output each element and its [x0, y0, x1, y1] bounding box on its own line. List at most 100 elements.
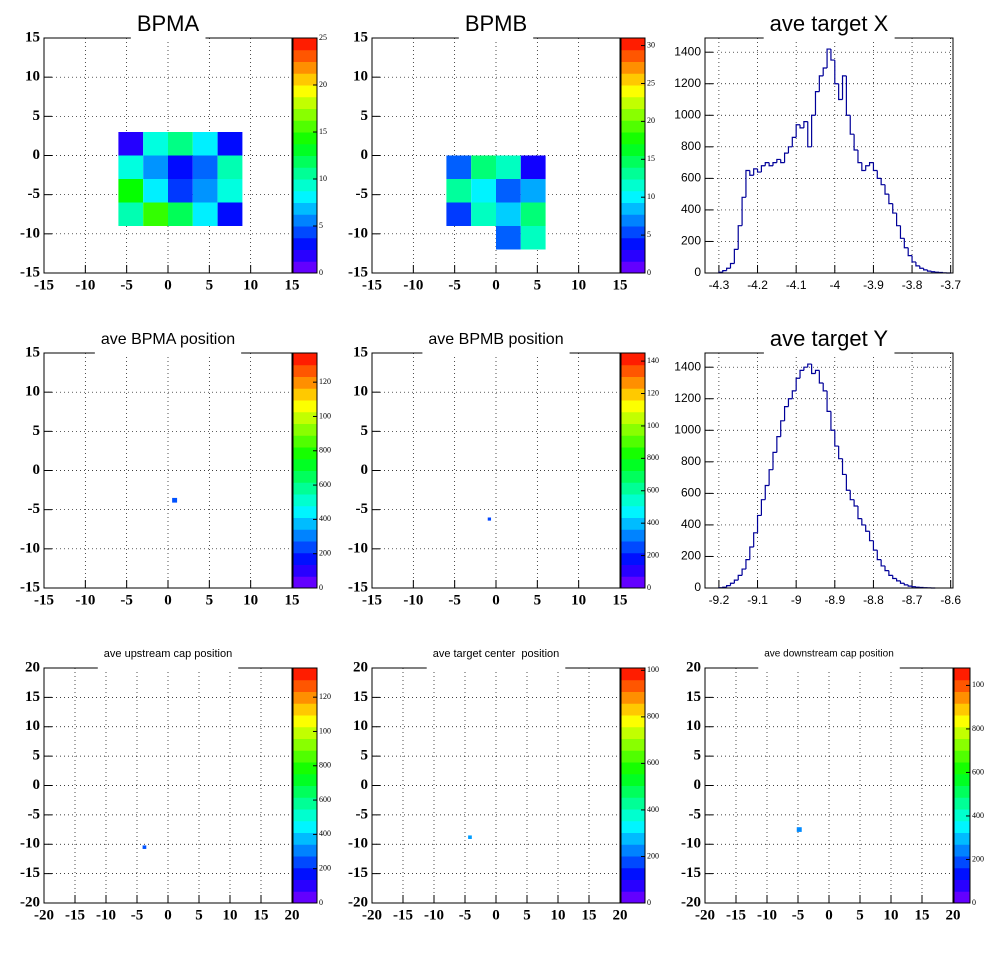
histogram-bin: [849, 115, 855, 135]
y-tick-label: 0: [694, 265, 701, 279]
histogram-bin: [760, 499, 766, 516]
colorbar-band: [293, 364, 317, 377]
colorbar-band: [621, 809, 645, 822]
histogram-bin: [768, 469, 773, 486]
heatmap-cell: [142, 845, 147, 849]
y-tick-label: 1000: [674, 107, 701, 121]
histogram-bin: [741, 568, 746, 576]
colorbar-label: 400: [647, 805, 659, 814]
colorbar-frame: [620, 352, 646, 589]
y-tick-label: 0: [33, 462, 41, 478]
colorbar-band: [621, 61, 645, 74]
colorbar-band: [293, 891, 317, 904]
histogram-bin: [826, 390, 831, 412]
colorbar-band: [954, 891, 970, 904]
colorbar-label: 400: [647, 518, 659, 527]
x-tick-label: 20: [613, 907, 628, 923]
heatmap-cell: [118, 155, 144, 179]
histogram-bin: [803, 120, 808, 128]
histogram-bin: [807, 363, 812, 368]
y-tick-label: -20: [681, 894, 701, 910]
colorbar-band: [293, 809, 317, 822]
y-tick-label: 10: [25, 384, 40, 400]
histogram-bin: [733, 248, 739, 264]
title-box: [763, 36, 895, 40]
heatmap-cell: [168, 202, 193, 226]
x-tick-label: -9.2: [709, 593, 730, 607]
x-tick-label: -5: [131, 907, 144, 923]
heatmap-cell: [520, 202, 546, 226]
colorbar-label: 100: [972, 680, 984, 689]
colorbar-band: [954, 762, 970, 775]
colorbar-band: [621, 85, 645, 98]
x-tick-label: 15: [582, 907, 597, 923]
x-tick-label: 5: [206, 592, 214, 608]
x-tick-label: -15: [393, 907, 413, 923]
histogram-bin: [814, 369, 820, 374]
colorbar-band: [621, 879, 645, 892]
x-tick-label: 15: [285, 277, 300, 293]
histogram-bin: [888, 570, 893, 576]
colorbar-label: 200: [647, 851, 659, 860]
colorbar-label: 0: [319, 583, 323, 592]
colorbar-label: 100: [647, 665, 659, 674]
y-tick-label: -5: [689, 806, 702, 822]
colorbar-band: [293, 715, 317, 728]
histogram-bin: [865, 524, 870, 532]
x-tick-label: -10: [757, 907, 777, 923]
colorbar-band: [293, 73, 317, 86]
colorbar-band: [954, 668, 970, 681]
colorbar-label: 400: [319, 829, 331, 838]
colorbar-band: [621, 867, 645, 880]
histogram-bin: [780, 159, 785, 164]
heatmap-cell: [168, 132, 193, 156]
colorbar-band: [954, 679, 970, 692]
colorbar-band: [293, 820, 317, 833]
colorbar-band: [621, 376, 645, 389]
x-tick-label: -8.6: [940, 593, 961, 607]
colorbar-band: [293, 703, 317, 716]
histogram-bin: [749, 170, 754, 176]
histogram-bin: [799, 124, 804, 129]
colorbar-band: [293, 261, 317, 274]
colorbar-frame: [620, 37, 646, 274]
x-tick-label: -3.9: [863, 278, 884, 292]
x-tick-label: 0: [164, 592, 172, 608]
y-tick-label: 0: [694, 580, 701, 594]
histogram-bin: [865, 165, 870, 171]
x-tick-label: -4.1: [786, 278, 807, 292]
histogram-bin: [749, 546, 754, 560]
colorbar-band: [293, 797, 317, 810]
colorbar-band: [293, 179, 317, 192]
heatmap-cell: [143, 155, 168, 179]
y-tick-label: -15: [348, 579, 368, 595]
y-tick-label: 0: [33, 147, 41, 163]
colorbar-label: 0: [972, 898, 976, 907]
colorbar-label: 30: [647, 40, 655, 49]
colorbar-band: [293, 679, 317, 692]
colorbar-band: [621, 715, 645, 728]
colorbar-label: 100: [319, 726, 331, 735]
y-tick-label: 15: [353, 344, 368, 360]
y-tick-label: 5: [361, 423, 369, 439]
histogram-bin: [745, 169, 750, 198]
panel: -4.3 -4.2 -4.1 -4 -3.9 -3.8 -3.7 0 200 400 600 800 1…: [674, 11, 961, 292]
histogram-bin: [787, 146, 793, 154]
colorbar-label: 15: [647, 154, 655, 163]
y-tick-label: 10: [25, 718, 40, 734]
histogram-bin: [845, 474, 851, 491]
colorbar-band: [293, 49, 317, 62]
colorbar-band: [293, 120, 317, 133]
colorbar-band: [621, 482, 645, 495]
histogram-bin: [726, 267, 731, 271]
colorbar-label: 100: [319, 411, 331, 420]
colorbar-label: 5: [647, 230, 651, 239]
x-tick-label: 5: [523, 907, 531, 923]
colorbar-band: [293, 400, 317, 413]
histogram-bin: [861, 518, 866, 526]
histogram-bin: [896, 213, 901, 227]
x-tick-label: -20: [34, 907, 54, 923]
colorbar-band: [621, 411, 645, 424]
y-tick-label: 5: [33, 108, 41, 124]
y-tick-label: 15: [25, 344, 40, 360]
